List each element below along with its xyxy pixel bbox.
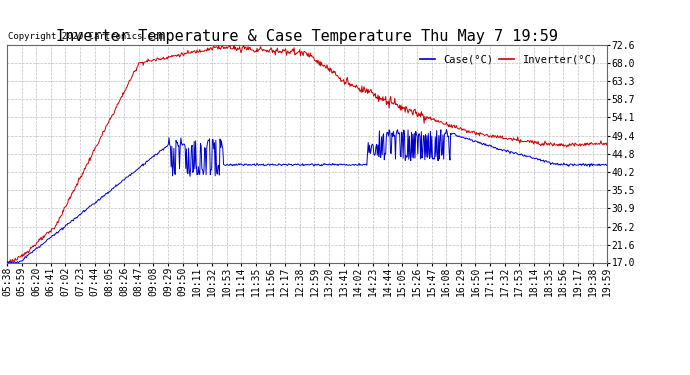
Text: Copyright 2020 Cartronics.com: Copyright 2020 Cartronics.com xyxy=(8,32,164,41)
Title: Inverter Temperature & Case Temperature Thu May 7 19:59: Inverter Temperature & Case Temperature … xyxy=(56,29,558,44)
Legend: Case(°C), Inverter(°C): Case(°C), Inverter(°C) xyxy=(415,50,602,69)
